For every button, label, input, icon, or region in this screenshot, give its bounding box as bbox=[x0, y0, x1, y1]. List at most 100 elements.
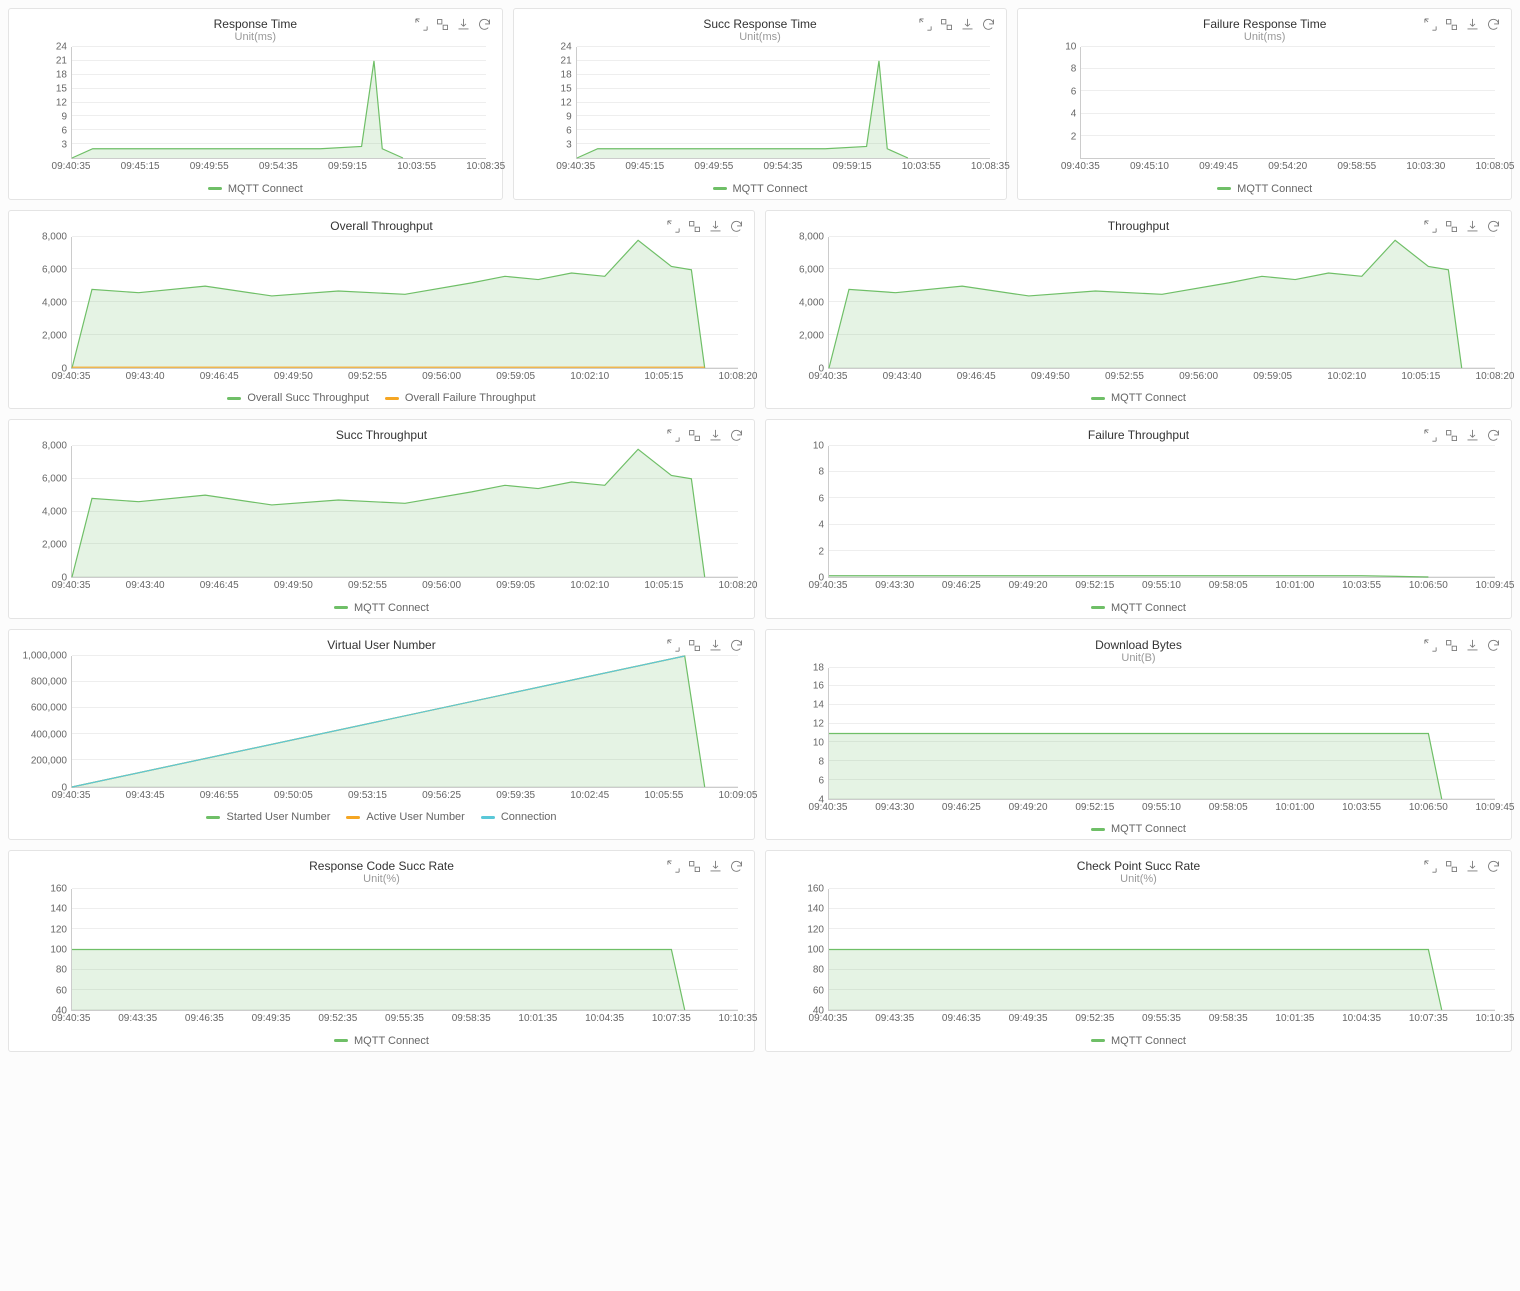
legend-item[interactable]: Active User Number bbox=[346, 811, 464, 823]
x-tick-label: 10:06:50 bbox=[1409, 802, 1448, 813]
zoom-select-icon[interactable] bbox=[1423, 428, 1438, 443]
download-icon[interactable] bbox=[1465, 219, 1480, 234]
chart-panel-overall_throughput: Overall Throughput 02,0004,0006,0008,0000… bbox=[8, 210, 755, 410]
chart-toolbar bbox=[1423, 859, 1501, 874]
y-axis: 3691215182124 bbox=[526, 47, 576, 159]
download-icon[interactable] bbox=[708, 428, 723, 443]
zoom-select-icon[interactable] bbox=[666, 219, 681, 234]
chart-area[interactable]: 40608010012014016009:40:3509:43:3509:46:… bbox=[21, 889, 742, 1029]
x-tick-label: 09:54:35 bbox=[764, 161, 803, 172]
refresh-icon[interactable] bbox=[1486, 428, 1501, 443]
legend-item[interactable]: MQTT Connect bbox=[1091, 392, 1186, 404]
zoom-reset-icon[interactable] bbox=[1444, 638, 1459, 653]
refresh-icon[interactable] bbox=[729, 428, 744, 443]
chart-area[interactable]: 369121518212409:40:3509:45:1509:49:5509:… bbox=[526, 47, 995, 177]
refresh-icon[interactable] bbox=[981, 17, 996, 32]
legend-item[interactable]: Connection bbox=[481, 811, 557, 823]
zoom-reset-icon[interactable] bbox=[939, 17, 954, 32]
refresh-icon[interactable] bbox=[477, 17, 492, 32]
download-icon[interactable] bbox=[960, 17, 975, 32]
zoom-reset-icon[interactable] bbox=[1444, 859, 1459, 874]
zoom-select-icon[interactable] bbox=[918, 17, 933, 32]
refresh-icon[interactable] bbox=[1486, 638, 1501, 653]
x-tick-label: 09:40:35 bbox=[809, 802, 848, 813]
legend: MQTT Connect bbox=[778, 1033, 1499, 1047]
refresh-icon[interactable] bbox=[729, 638, 744, 653]
y-tick-label: 140 bbox=[50, 904, 67, 915]
y-tick-label: 80 bbox=[56, 965, 67, 976]
panel-subtitle: Unit(%) bbox=[778, 873, 1499, 885]
download-icon[interactable] bbox=[708, 638, 723, 653]
legend-item[interactable]: MQTT Connect bbox=[1217, 183, 1312, 195]
zoom-reset-icon[interactable] bbox=[687, 219, 702, 234]
plot-region bbox=[71, 656, 738, 788]
chart-area[interactable]: 40608010012014016009:40:3509:43:3509:46:… bbox=[778, 889, 1499, 1029]
x-tick-label: 09:52:55 bbox=[348, 371, 387, 382]
zoom-select-icon[interactable] bbox=[414, 17, 429, 32]
x-tick-label: 09:46:45 bbox=[957, 371, 996, 382]
zoom-select-icon[interactable] bbox=[666, 638, 681, 653]
legend-item[interactable]: Overall Succ Throughput bbox=[227, 392, 368, 404]
refresh-icon[interactable] bbox=[729, 219, 744, 234]
chart-toolbar bbox=[1423, 428, 1501, 443]
series-svg bbox=[72, 889, 738, 1010]
legend-item[interactable]: Started User Number bbox=[206, 811, 330, 823]
download-icon[interactable] bbox=[708, 859, 723, 874]
x-tick-label: 09:40:35 bbox=[809, 1013, 848, 1024]
refresh-icon[interactable] bbox=[729, 859, 744, 874]
plot-region bbox=[1080, 47, 1495, 159]
download-icon[interactable] bbox=[1465, 428, 1480, 443]
zoom-select-icon[interactable] bbox=[666, 859, 681, 874]
zoom-reset-icon[interactable] bbox=[1444, 17, 1459, 32]
download-icon[interactable] bbox=[1465, 859, 1480, 874]
refresh-icon[interactable] bbox=[1486, 219, 1501, 234]
legend-item[interactable]: MQTT Connect bbox=[334, 602, 429, 614]
zoom-reset-icon[interactable] bbox=[1444, 428, 1459, 443]
chart-area[interactable]: 02,0004,0006,0008,00009:40:3509:43:4009:… bbox=[778, 237, 1499, 387]
refresh-icon[interactable] bbox=[1486, 17, 1501, 32]
download-icon[interactable] bbox=[456, 17, 471, 32]
x-axis: 09:40:3509:43:4509:46:5509:50:0509:53:15… bbox=[71, 790, 738, 806]
legend-item[interactable]: MQTT Connect bbox=[713, 183, 808, 195]
zoom-select-icon[interactable] bbox=[1423, 17, 1438, 32]
chart-area[interactable]: 369121518212409:40:3509:45:1509:49:5509:… bbox=[21, 47, 490, 177]
chart-area[interactable]: 0200,000400,000600,000800,0001,000,00009… bbox=[21, 656, 742, 806]
legend-item[interactable]: MQTT Connect bbox=[208, 183, 303, 195]
y-tick-label: 15 bbox=[56, 84, 67, 95]
chart-toolbar bbox=[666, 219, 744, 234]
download-icon[interactable] bbox=[1465, 638, 1480, 653]
series-svg bbox=[72, 446, 738, 577]
zoom-select-icon[interactable] bbox=[1423, 638, 1438, 653]
download-icon[interactable] bbox=[708, 219, 723, 234]
y-tick-label: 4 bbox=[1071, 109, 1077, 120]
y-tick-label: 24 bbox=[56, 42, 67, 53]
zoom-select-icon[interactable] bbox=[666, 428, 681, 443]
x-tick-label: 09:55:10 bbox=[1142, 580, 1181, 591]
zoom-reset-icon[interactable] bbox=[435, 17, 450, 32]
zoom-reset-icon[interactable] bbox=[1444, 219, 1459, 234]
zoom-reset-icon[interactable] bbox=[687, 638, 702, 653]
download-icon[interactable] bbox=[1465, 17, 1480, 32]
zoom-reset-icon[interactable] bbox=[687, 428, 702, 443]
x-tick-label: 09:49:45 bbox=[1199, 161, 1238, 172]
legend-item[interactable]: MQTT Connect bbox=[334, 1035, 429, 1047]
panel-title: Overall Throughput bbox=[21, 219, 742, 233]
chart-area[interactable]: 02,0004,0006,0008,00009:40:3509:43:4009:… bbox=[21, 446, 742, 596]
legend-item[interactable]: MQTT Connect bbox=[1091, 1035, 1186, 1047]
x-tick-label: 09:52:15 bbox=[1075, 802, 1114, 813]
refresh-icon[interactable] bbox=[1486, 859, 1501, 874]
x-tick-label: 09:45:15 bbox=[121, 161, 160, 172]
x-tick-label: 10:02:45 bbox=[570, 790, 609, 801]
chart-area[interactable]: 468101214161809:40:3509:43:3009:46:2509:… bbox=[778, 668, 1499, 818]
zoom-reset-icon[interactable] bbox=[687, 859, 702, 874]
legend-label: MQTT Connect bbox=[733, 183, 808, 195]
x-tick-label: 10:07:35 bbox=[652, 1013, 691, 1024]
chart-area[interactable]: 24681009:40:3509:45:1009:49:4509:54:2009… bbox=[1030, 47, 1499, 177]
chart-area[interactable]: 024681009:40:3509:43:3009:46:2509:49:200… bbox=[778, 446, 1499, 596]
zoom-select-icon[interactable] bbox=[1423, 219, 1438, 234]
zoom-select-icon[interactable] bbox=[1423, 859, 1438, 874]
legend-item[interactable]: Overall Failure Throughput bbox=[385, 392, 536, 404]
legend-item[interactable]: MQTT Connect bbox=[1091, 823, 1186, 835]
legend-item[interactable]: MQTT Connect bbox=[1091, 602, 1186, 614]
chart-area[interactable]: 02,0004,0006,0008,00009:40:3509:43:4009:… bbox=[21, 237, 742, 387]
